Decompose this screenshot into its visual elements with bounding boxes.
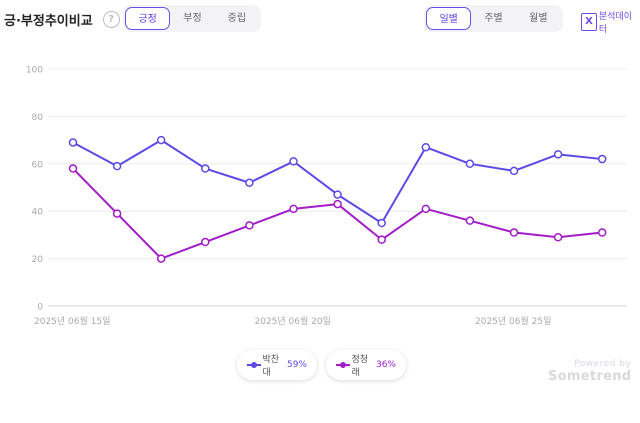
data-point: [201, 237, 210, 247]
data-point: [68, 138, 78, 147]
y-tick-label: 100: [26, 66, 43, 76]
tab-positive[interactable]: 긍정: [125, 7, 171, 30]
excel-icon: X: [581, 13, 597, 31]
data-point: [597, 228, 607, 237]
data-point: [377, 235, 386, 244]
x-tick-label: 2025년 06월 25일: [475, 315, 551, 327]
data-point: [68, 164, 78, 173]
data-point: [465, 159, 475, 169]
page-title: 긍·부정추이비교: [4, 14, 93, 29]
sentiment-tab-group: 긍정 부정 중립: [123, 5, 261, 32]
data-point: [333, 199, 342, 209]
tab-negative[interactable]: 부정: [183, 13, 202, 24]
tab-neutral[interactable]: 중립: [227, 13, 247, 24]
legend-name: 정청래: [351, 355, 369, 378]
trend-line-chart: 0 20 40 60 80 100 2025년 06월 15일 2025년 06월 20일 20…: [26, 66, 627, 327]
help-icon[interactable]: ?: [102, 11, 120, 28]
data-point: [553, 150, 563, 159]
legend-marker: [336, 360, 350, 370]
data-point: [509, 166, 519, 176]
data-point: [156, 254, 166, 263]
tab-weekly[interactable]: 주별: [484, 13, 503, 24]
brand-watermark: Powered by Sometrend: [548, 359, 631, 384]
data-point: [465, 216, 475, 225]
tab-daily[interactable]: 일별: [426, 7, 472, 30]
brand-logo: Sometrend: [548, 369, 632, 384]
legend-item-series-1[interactable]: 박찬대 59%: [237, 350, 317, 380]
y-tick-label: 0: [37, 303, 43, 313]
y-tick-label: 40: [32, 208, 44, 218]
data-point: [597, 154, 607, 164]
x-tick-label: 2025년 06월 20일: [255, 315, 331, 327]
x-tick-label: 2025년 06월 15일: [34, 315, 110, 327]
data-point: [201, 164, 210, 173]
data-point: [553, 233, 563, 242]
period-tab-group: 일별 주별 월별: [424, 5, 563, 32]
y-tick-label: 60: [32, 160, 44, 170]
series-line: [72, 167, 603, 260]
data-point: [377, 218, 386, 228]
data-point: [333, 190, 342, 199]
data-point: [112, 161, 122, 171]
tab-monthly[interactable]: 월별: [529, 13, 548, 24]
legend-percent: 59%: [286, 360, 307, 370]
series-line: [72, 139, 603, 225]
legend-item-series-2[interactable]: 정청래 36%: [326, 350, 406, 380]
data-point: [245, 178, 254, 188]
powered-by-text: Powered by: [574, 359, 632, 369]
legend-percent: 36%: [375, 360, 396, 370]
y-tick-label: 20: [32, 255, 44, 265]
data-point: [112, 209, 122, 218]
data-point: [156, 135, 166, 145]
legend-name: 박찬대: [262, 355, 280, 378]
data-point: [289, 204, 298, 214]
data-point: [509, 228, 519, 237]
y-tick-label: 80: [32, 113, 44, 123]
data-point: [245, 221, 254, 230]
export-data-button[interactable]: X 분석데이터: [581, 9, 640, 35]
legend-marker: [247, 360, 261, 370]
data-point: [421, 204, 431, 214]
section-title: 긍·부정추이비교 ?: [4, 10, 120, 29]
data-point: [421, 142, 431, 152]
export-label: 분석데이터: [598, 12, 633, 35]
data-point: [289, 157, 298, 166]
